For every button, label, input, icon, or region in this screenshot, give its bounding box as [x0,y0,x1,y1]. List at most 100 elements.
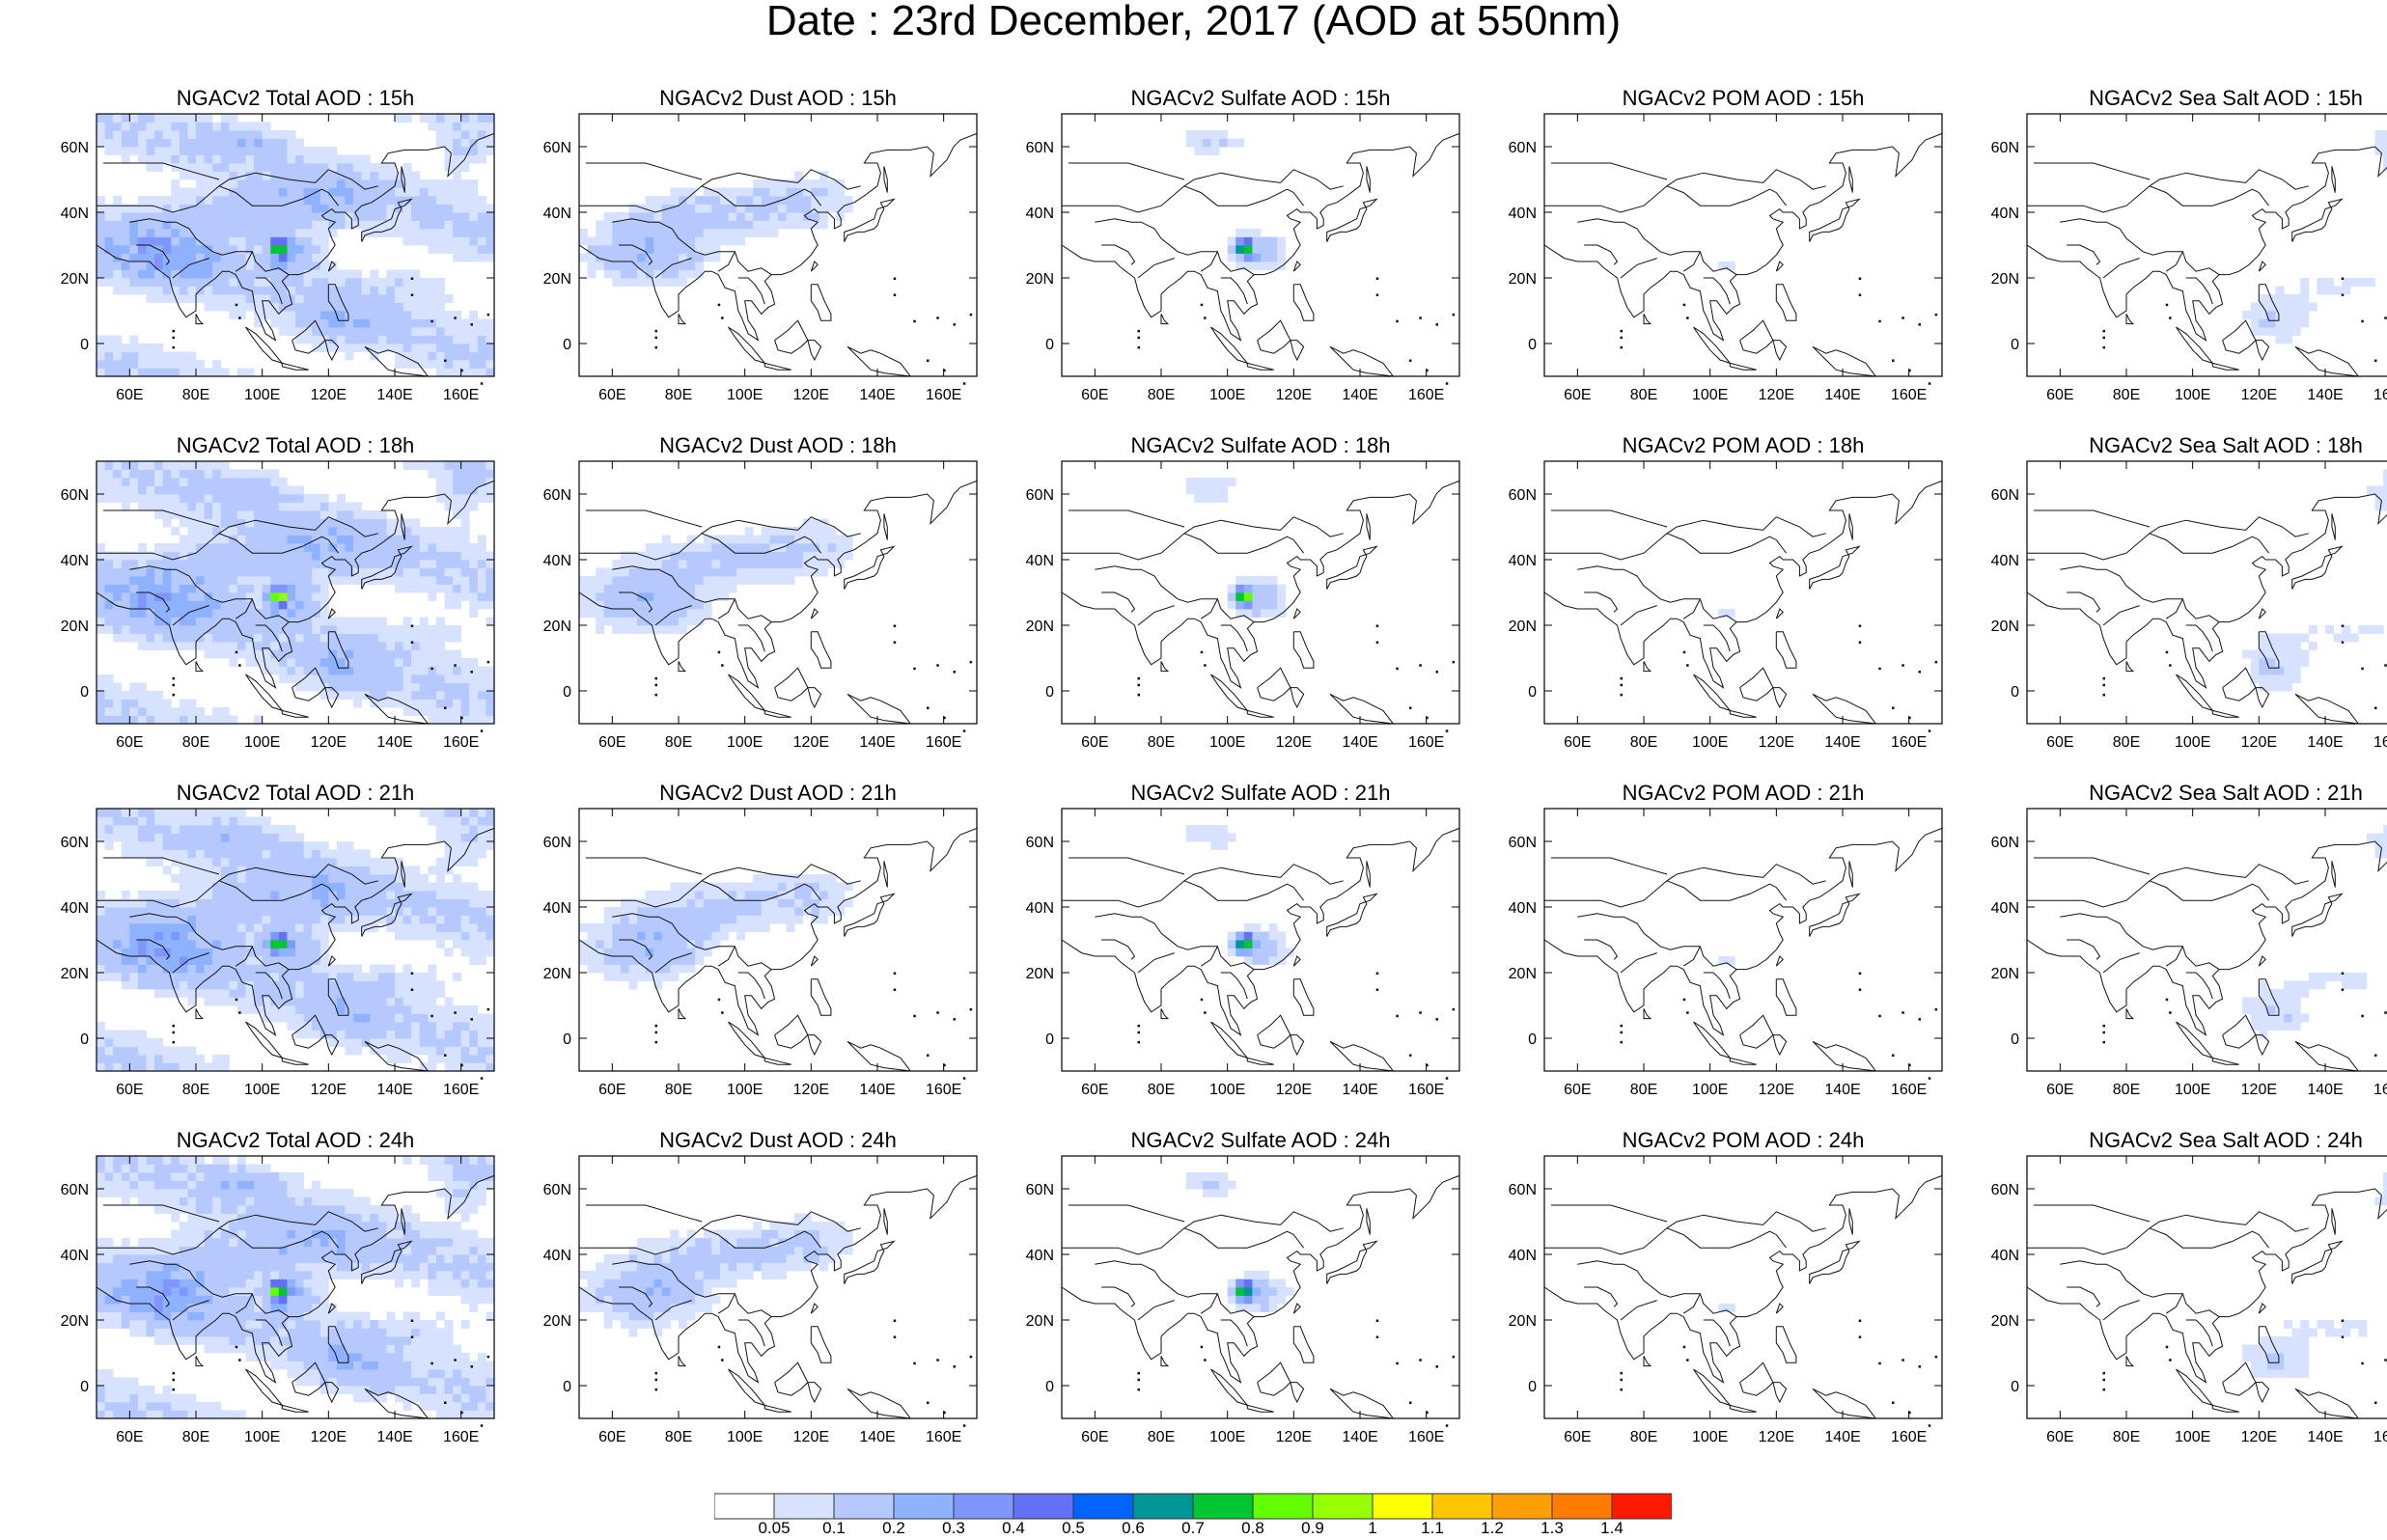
aod-cell [428,302,437,312]
aod-cell [453,220,462,230]
aod-cell [179,592,188,601]
aod-cell [146,956,155,965]
aod-cell [336,560,346,568]
aod-cell [460,122,470,131]
aod-cell [137,576,147,585]
aod-cell [270,980,280,990]
aod-cell [212,510,222,519]
aod-cell [361,866,371,875]
aod-cell [719,898,729,908]
aod-cell [435,551,445,561]
aod-cell [212,187,222,197]
aod-cell [245,122,255,131]
aod-cell [179,715,188,725]
island [2384,664,2387,667]
aod-cell [370,617,379,626]
aod-cell [428,882,437,892]
aod-cell [137,204,147,213]
coastline [327,284,349,321]
aod-cell [154,138,164,148]
aod-cell [171,980,180,990]
aod-cell [428,318,437,328]
aod-cell [453,494,462,503]
aod-cell [254,898,264,908]
aod-cell [137,642,147,650]
aod-cell [778,551,787,561]
aod-cell [278,502,288,511]
aod-cell [336,502,346,511]
aod-cell [1210,147,1220,155]
aod-cell [653,551,663,561]
aod-cell [345,1013,354,1023]
aod-cell [262,841,271,850]
aod-cell [612,567,622,577]
aod-cell [236,527,246,536]
aod-cell [827,551,837,561]
island [1928,382,1931,385]
aod-cell [146,973,155,981]
aod-cell [295,560,304,568]
island [953,671,956,674]
aod-cell [469,699,479,708]
aod-cell [312,269,321,279]
island [470,671,473,674]
coastline [1101,591,1136,613]
aod-cell [411,518,421,528]
aod-cell [137,560,147,568]
aod-cell [469,576,479,585]
aod-cell [603,617,613,626]
aod-cell [353,989,363,998]
aod-cell [703,576,712,585]
aod-cell [113,715,123,725]
aod-cell [819,204,828,213]
aod-cell [187,494,197,503]
aod-cell [460,469,470,479]
aod-cell [596,931,605,941]
aod-cell [137,841,147,850]
aod-cell [319,551,329,561]
aod-cell [612,956,622,965]
island [1409,706,1412,709]
coastline [1577,218,1737,276]
aod-cell [312,311,321,319]
aod-field [1185,130,1287,270]
aod-cell [121,220,130,230]
aod-cell [377,658,387,667]
aod-cell [179,147,188,155]
lon-tick-label: 60E [598,387,625,403]
aod-cell [287,576,296,585]
island [1137,329,1140,333]
aod-cell [460,809,470,817]
island [470,323,473,326]
aod-cell [386,286,396,295]
aod-cell [645,567,654,577]
aod-cell [395,114,403,123]
coastline [96,480,495,689]
aod-cell [129,833,139,842]
coastline [1643,314,1652,325]
aod-cell [2291,294,2301,303]
aod-cell [113,220,123,230]
aod-cell [728,229,737,237]
lat-tick-label: 0 [563,684,571,701]
aod-cell [444,625,454,634]
aod-cell [204,825,213,834]
aod-cell [129,609,139,618]
aod-cell [137,114,147,123]
island [1682,650,1686,654]
aod-cell [2275,311,2285,319]
aod-cell [171,931,180,941]
aod-cell [229,649,238,659]
aod-cell [477,666,486,675]
aod-cell [171,891,180,899]
coastline [195,1008,205,1020]
aod-cell [287,674,296,683]
aod-cell [287,849,296,859]
aod-cell [435,368,445,377]
aod-cell [179,212,188,221]
aod-cell [236,278,246,287]
aod-cell [428,179,437,188]
aod-cell [319,344,329,352]
aod-cell [686,948,696,957]
aod-cell [121,833,130,842]
